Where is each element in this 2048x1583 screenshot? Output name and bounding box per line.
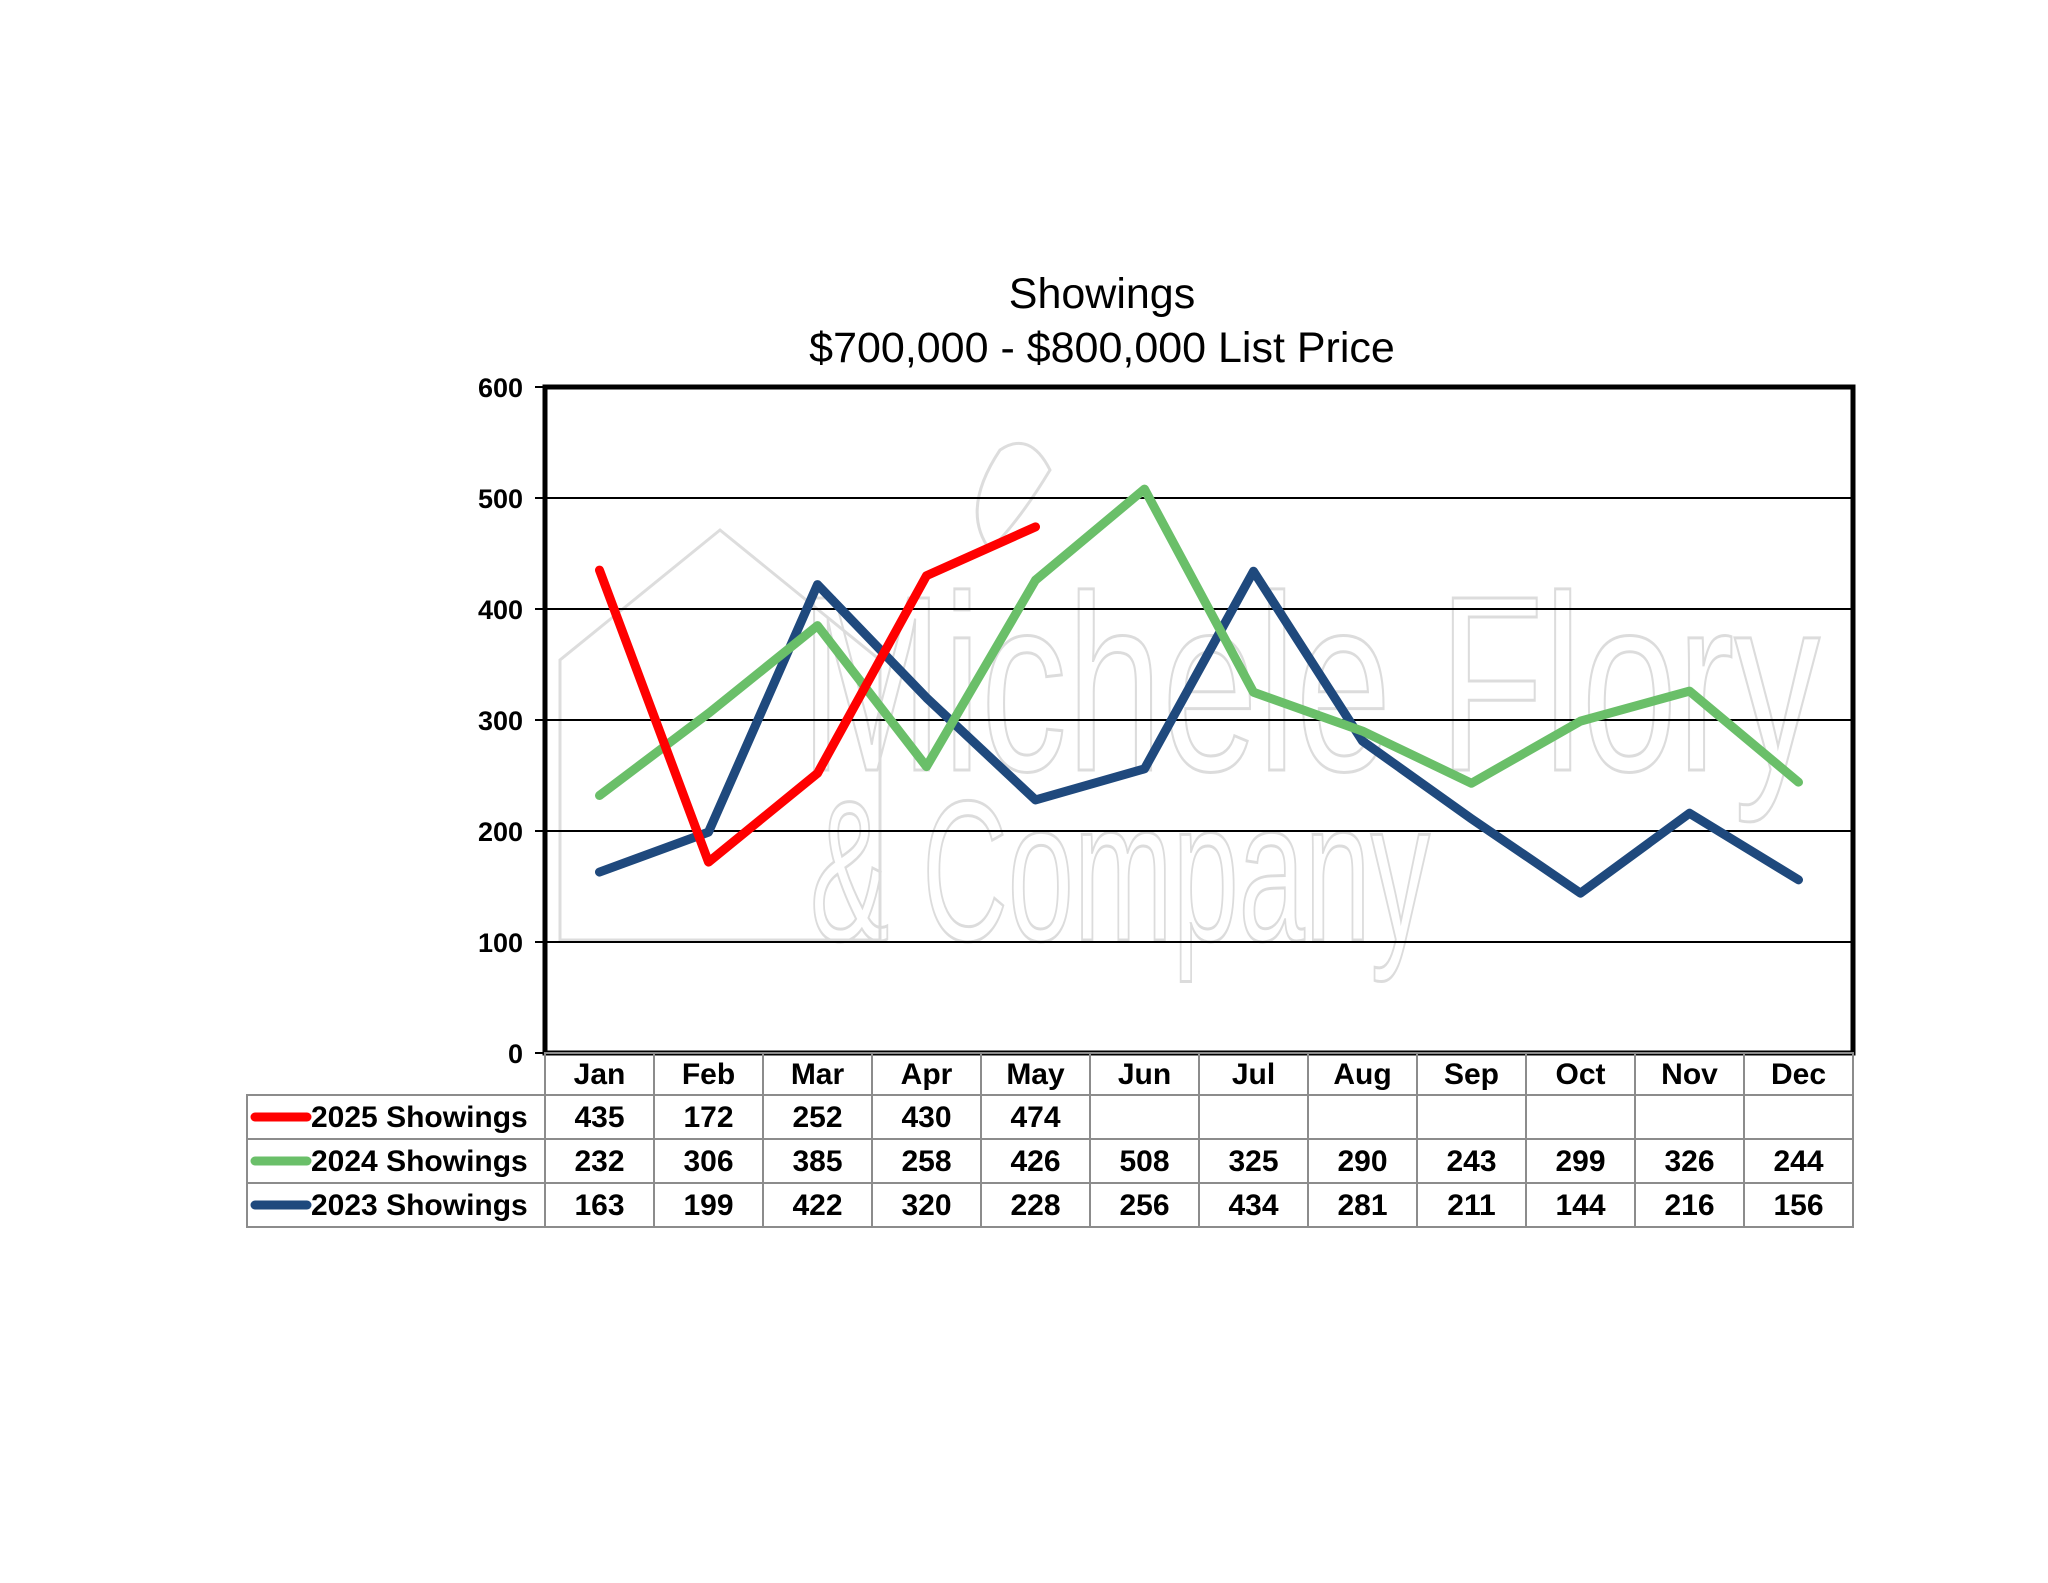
legend-label: 2025 Showings: [311, 1101, 528, 1134]
x-tick-label: Jul: [1232, 1058, 1275, 1091]
data-label: 299: [1555, 1145, 1605, 1178]
y-tick-label: 500: [478, 484, 523, 514]
data-label: 156: [1773, 1189, 1823, 1222]
y-tick-label: 100: [478, 928, 523, 958]
watermark-line1: Michele Flory: [800, 544, 1820, 823]
data-label: 281: [1337, 1189, 1387, 1222]
value-cell: [1634, 1094, 1745, 1140]
chart-subtitle: $700,000 - $800,000 List Price: [809, 324, 1395, 372]
x-tick-label: Mar: [791, 1058, 845, 1091]
data-label: 426: [1010, 1145, 1060, 1178]
watermark-house-icon: [558, 528, 882, 942]
watermark-line2: & Company: [810, 760, 1430, 983]
data-label: 325: [1228, 1145, 1278, 1178]
x-tick-label: Apr: [901, 1058, 953, 1091]
legend-label: 2024 Showings: [311, 1145, 528, 1178]
series-lines: [595, 484, 1803, 898]
data-label: 243: [1446, 1145, 1496, 1178]
data-label: 232: [574, 1145, 624, 1178]
x-tick-label: May: [1006, 1058, 1065, 1091]
value-cell: [1743, 1094, 1854, 1140]
x-tick-label: Feb: [682, 1058, 735, 1091]
x-tick-label: Dec: [1771, 1058, 1826, 1091]
data-label: 258: [901, 1145, 951, 1178]
data-label: 216: [1664, 1189, 1714, 1222]
data-label: 228: [1010, 1189, 1060, 1222]
value-cell: [1416, 1094, 1527, 1140]
data-label: 244: [1773, 1145, 1823, 1178]
chart-title: Showings: [1009, 270, 1195, 318]
data-label: 434: [1228, 1189, 1278, 1222]
legend-label: 2023 Showings: [311, 1189, 528, 1222]
data-label: 306: [683, 1145, 733, 1178]
x-tick-label: Sep: [1444, 1058, 1499, 1091]
data-label: 508: [1119, 1145, 1169, 1178]
data-label: 435: [574, 1101, 624, 1134]
data-label: 326: [1664, 1145, 1714, 1178]
x-tick-label: Oct: [1555, 1058, 1605, 1091]
value-cell: [1307, 1094, 1418, 1140]
watermark: Michele Flory & Company: [558, 441, 1822, 985]
data-label: 422: [792, 1189, 842, 1222]
data-label: 211: [1447, 1189, 1495, 1222]
value-cell: [1525, 1094, 1636, 1140]
data-label: 163: [574, 1189, 624, 1222]
x-tick-label: Jan: [574, 1058, 626, 1091]
data-label: 320: [901, 1189, 951, 1222]
data-label: 172: [683, 1101, 733, 1134]
x-tick-label: Jun: [1118, 1058, 1171, 1091]
data-label: 290: [1337, 1145, 1387, 1178]
data-label: 144: [1555, 1189, 1605, 1222]
value-cell: [1743, 1182, 1854, 1228]
data-label: 252: [792, 1101, 842, 1134]
y-tick-label: 0: [508, 1039, 523, 1069]
data-table: Jan Feb Mar Apr May Jun Jul Aug Sep Oct Nov Dec 2025…: [246, 1052, 1854, 1228]
value-cell: [1198, 1094, 1309, 1140]
data-label: 385: [792, 1145, 842, 1178]
data-label: 256: [1119, 1189, 1169, 1222]
series-line-2024: [595, 484, 1803, 800]
watermark-leaf-icon: [975, 441, 1052, 553]
series-line-2023: [595, 566, 1803, 898]
y-tick-label: 600: [478, 373, 523, 403]
data-label: 430: [901, 1101, 951, 1134]
y-tick-label: 400: [478, 595, 523, 625]
x-tick-label: Nov: [1661, 1058, 1718, 1091]
y-axis: 0 100 200 300 400 500 600: [478, 373, 545, 1069]
y-tick-label: 200: [478, 817, 523, 847]
series-line-2025: [595, 522, 1040, 867]
y-tick-label: 300: [478, 706, 523, 736]
data-label: 199: [683, 1189, 733, 1222]
gridlines: [545, 497, 1853, 943]
value-cell: [1089, 1094, 1200, 1140]
data-label: 474: [1010, 1101, 1060, 1134]
x-tick-label: Aug: [1333, 1058, 1391, 1091]
